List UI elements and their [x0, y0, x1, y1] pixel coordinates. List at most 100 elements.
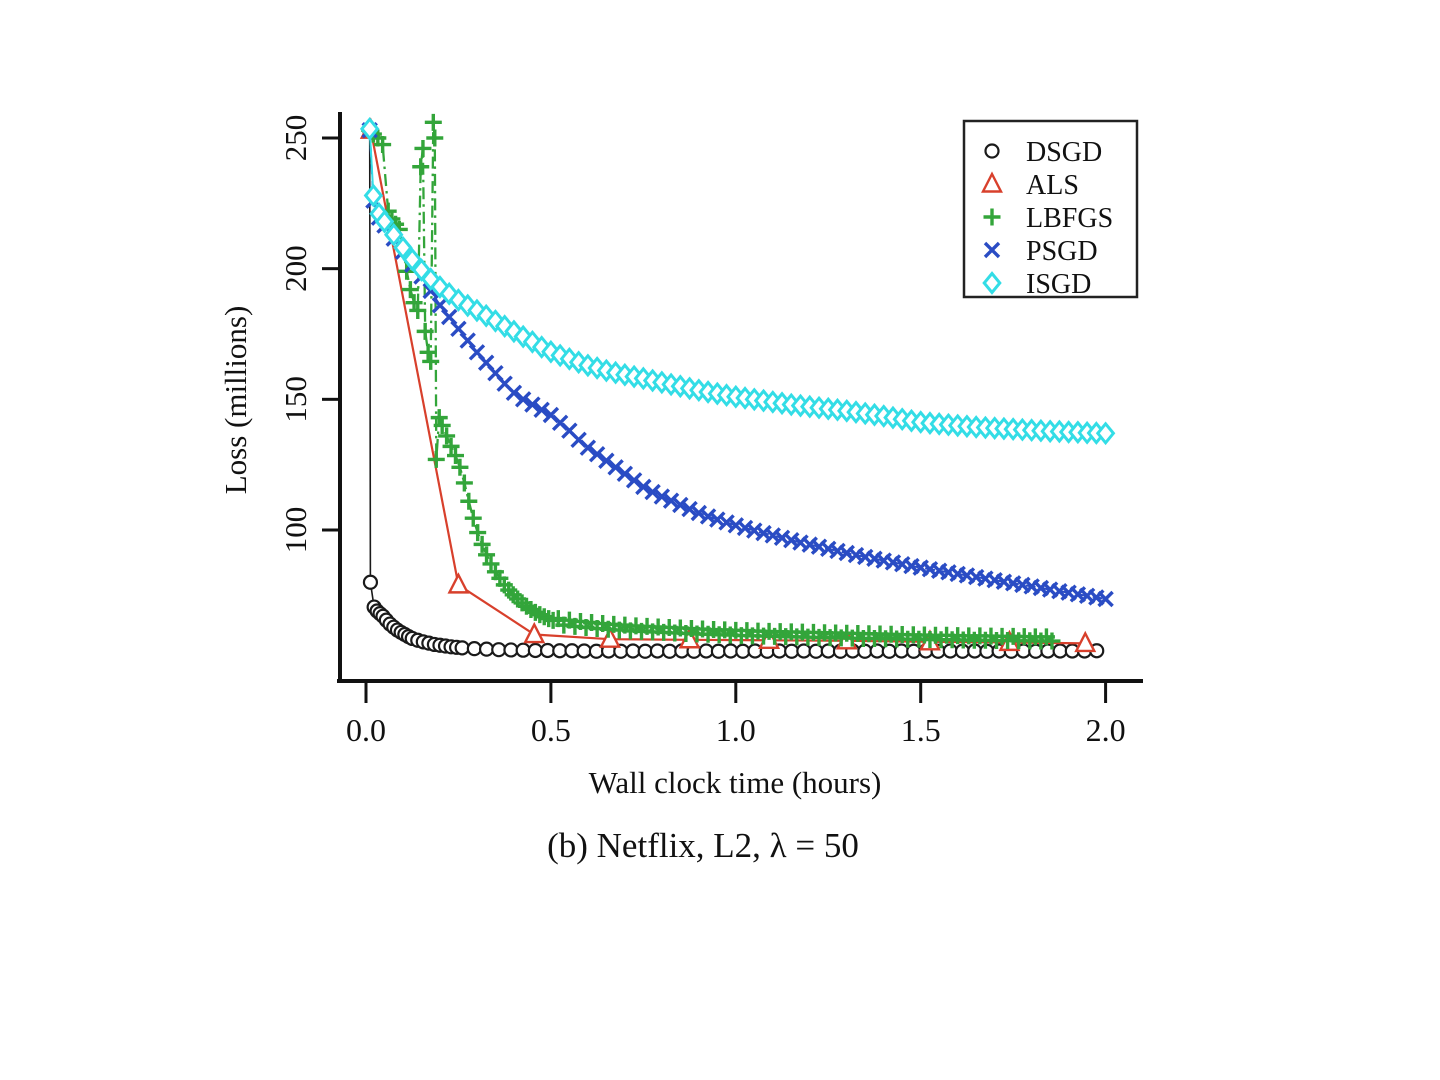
als-marker — [1074, 630, 1097, 653]
psgd-marker — [441, 308, 458, 326]
lbfgs-line — [368, 122, 1053, 643]
als-marker — [523, 621, 546, 644]
x-tick-label: 0.0 — [346, 712, 386, 748]
lbfgs-marker — [405, 294, 423, 312]
x-axis-label: Wall clock time (hours) — [589, 765, 882, 800]
legend-label: DSGD — [1026, 137, 1102, 168]
psgd-marker — [616, 465, 634, 483]
psgd-marker — [672, 496, 689, 514]
psgd-marker — [736, 519, 754, 537]
psgd-marker — [607, 459, 624, 476]
dsgd-marker — [869, 643, 885, 659]
legend-label: ALS — [1026, 170, 1079, 201]
dsgd-marker — [625, 643, 641, 659]
axes: 100 150 200 250 0.0 0.5 1.0 1.5 2.0 — [278, 112, 1143, 748]
lbfgs-marker — [426, 129, 444, 147]
isgd-marker — [494, 314, 515, 339]
lbfgs-marker — [438, 427, 456, 445]
dsgd-marker — [466, 641, 482, 657]
series-psgd — [361, 121, 1114, 608]
dsgd-marker — [662, 643, 678, 659]
x-tick-label: 1.5 — [901, 712, 941, 748]
dsgd-marker — [491, 642, 507, 658]
y-tick-label: 250 — [278, 115, 313, 162]
psgd-marker — [746, 522, 763, 539]
lbfgs-marker — [409, 301, 427, 319]
psgd-marker — [690, 504, 708, 522]
psgd-marker — [459, 332, 476, 349]
legend-label: LBFGS — [1026, 203, 1113, 234]
isgd-marker — [1095, 421, 1116, 446]
legend-entry-lbfgs: LBFGS — [983, 203, 1113, 234]
dsgd-marker — [735, 643, 751, 659]
psgd-marker — [450, 320, 467, 337]
isgd-marker — [513, 324, 533, 349]
lbfgs-marker-icon — [983, 208, 1001, 226]
dsgd-marker — [942, 643, 958, 659]
psgd-marker — [681, 500, 698, 518]
psgd-marker — [653, 488, 671, 505]
isgd-marker — [374, 209, 395, 234]
dsgd-marker — [515, 642, 531, 658]
psgd-marker — [635, 478, 652, 496]
psgd-marker — [524, 396, 541, 413]
lbfgs-marker — [442, 437, 460, 455]
isgd-marker-icon — [982, 271, 1002, 295]
lbfgs-marker — [1043, 632, 1061, 650]
psgd-marker — [644, 483, 661, 501]
lbfgs-marker — [433, 416, 451, 434]
lbfgs-marker — [464, 509, 482, 527]
series-isgd — [359, 116, 1116, 446]
lbfgs-marker — [427, 450, 445, 468]
dsgd-marker — [539, 642, 556, 659]
psgd-marker — [727, 517, 745, 534]
isgd-marker — [393, 235, 413, 260]
lbfgs-marker — [424, 113, 442, 131]
legend-label: PSGD — [1026, 236, 1098, 267]
dsgd-marker — [552, 643, 568, 659]
series-dsgd — [362, 122, 1105, 659]
series-lbfgs — [361, 113, 1061, 650]
lbfgs-marker — [401, 281, 419, 299]
lbfgs-marker — [469, 524, 487, 542]
x-tick-label: 0.5 — [531, 712, 571, 748]
lbfgs-marker — [446, 447, 464, 465]
figure-caption: (b) Netflix, L2, λ = 50 — [547, 826, 859, 865]
lbfgs-marker — [414, 139, 432, 157]
isgd-marker — [467, 298, 487, 323]
lbfgs-marker — [412, 158, 430, 176]
x-tick-label: 2.0 — [1086, 712, 1126, 748]
dsgd-marker — [564, 643, 580, 659]
lbfgs-marker — [430, 409, 448, 427]
als-marker — [447, 572, 470, 594]
dsgd-marker — [637, 643, 653, 659]
dsgd-marker — [723, 643, 739, 659]
dsgd-marker — [478, 641, 495, 657]
psgd-marker — [662, 492, 680, 509]
legend-entry-isgd: ISGD — [982, 269, 1091, 300]
dsgd-marker — [503, 642, 519, 658]
dsgd-marker-icon — [984, 143, 1000, 159]
lbfgs-marker — [478, 546, 496, 564]
dsgd-marker — [698, 643, 714, 659]
series-layer — [359, 113, 1116, 659]
psgd-marker — [625, 472, 643, 489]
als-marker — [599, 626, 622, 648]
dsgd-marker — [1052, 643, 1068, 659]
lbfgs-marker — [374, 136, 392, 154]
isgd-marker — [363, 183, 384, 208]
dsgd-marker — [576, 643, 592, 659]
y-tick-label: 200 — [278, 245, 313, 292]
legend-entry-dsgd: DSGD — [984, 137, 1102, 168]
lbfgs-marker — [460, 492, 478, 510]
lbfgs-marker — [473, 535, 491, 553]
psgd-marker — [709, 511, 726, 528]
psgd-marker — [514, 391, 532, 408]
lbfgs-marker — [416, 322, 434, 340]
y-tick-label: 100 — [278, 507, 313, 554]
als-marker-icon — [981, 171, 1003, 193]
isgd-marker — [402, 247, 422, 272]
lbfgs-marker — [455, 474, 473, 492]
